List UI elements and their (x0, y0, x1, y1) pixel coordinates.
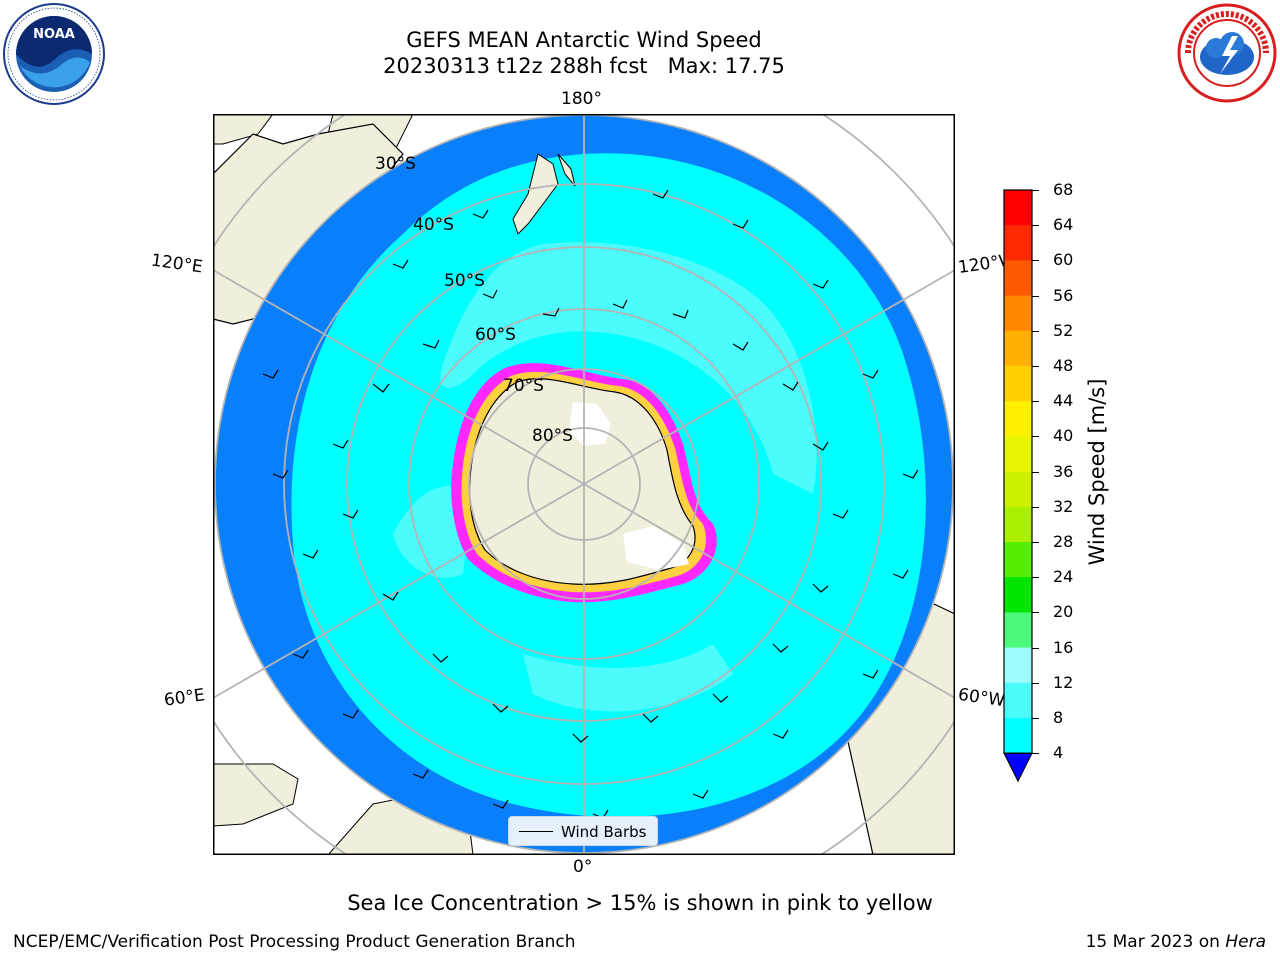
lon-label-0: 0° (573, 857, 593, 877)
lat-label-40: 40°S (413, 215, 454, 235)
colorbar-tick-label: 12 (1053, 672, 1074, 692)
footer-host: Hera (1225, 932, 1266, 952)
new-zealand-land (557, 153, 576, 187)
colorbar-tick (1032, 366, 1039, 367)
colorbar-band (1004, 647, 1032, 684)
colorbar-tick (1032, 330, 1039, 332)
nws-logo (1177, 3, 1277, 103)
madagascar-land (213, 763, 299, 827)
wind-band-12-16 (440, 242, 817, 494)
colorbar-tick-label: 32 (1053, 496, 1074, 516)
colorbar-tick (1032, 647, 1039, 649)
colorbar-tick (1032, 471, 1039, 473)
footer-branch: NCEP/EMC/Verification Post Processing Pr… (13, 932, 576, 952)
colorbar-tick (1032, 542, 1039, 543)
colorbar-title: Wind Speed [m/s] (1085, 378, 1109, 566)
colorbar-tick (1032, 612, 1039, 614)
colorbar-tick (1032, 225, 1039, 227)
colorbar-tick-label: 44 (1053, 391, 1074, 411)
map-title: GEFS MEAN Antarctic Wind Speed (406, 28, 762, 52)
colorbar-tick-label: 64 (1053, 215, 1074, 235)
colorbar-band (1004, 190, 1032, 226)
colorbar-band (1004, 718, 1032, 754)
colorbar-band (1004, 506, 1032, 543)
wind-barbs-legend: Wind Barbs (508, 816, 658, 846)
colorbar-tick-label: 24 (1053, 567, 1074, 587)
colorbar-tick-label: 40 (1053, 426, 1074, 446)
colorbar (1003, 189, 1033, 783)
meridian-60e-120w (213, 269, 955, 699)
weddell-ice-shelf (623, 526, 689, 570)
colorbar-band (1004, 436, 1032, 473)
lon-label-60e: 60°E (162, 685, 207, 711)
noaa-logo-text: NOAA (33, 27, 75, 42)
legend-label: Wind Barbs (561, 823, 647, 841)
colorbar-tick (1032, 190, 1039, 191)
footer-date: 15 Mar 2023 on Hera (1086, 932, 1266, 952)
colorbar-tick (1032, 436, 1039, 438)
map-frame (213, 114, 955, 855)
colorbar-band (1004, 401, 1032, 437)
lon-label-60w: 60°W (956, 684, 1007, 712)
colorbar-tick (1032, 401, 1039, 403)
colorbar-band (1004, 366, 1032, 402)
colorbar-tick-label: 56 (1053, 285, 1074, 305)
colorbar-tick-label: 60 (1053, 250, 1074, 270)
legend-line-icon (519, 831, 553, 832)
colorbar-band (1004, 471, 1032, 508)
colorbar-tick-label: 20 (1053, 602, 1074, 622)
lon-label-180: 180° (561, 89, 602, 109)
colorbar-tick-label: 16 (1053, 637, 1074, 657)
land-mass (213, 114, 274, 145)
colorbar-band (1004, 260, 1032, 297)
colorbar-band (1004, 295, 1032, 332)
colorbar-tick (1032, 577, 1039, 579)
colorbar-extend-triangle (1003, 752, 1033, 783)
sea-ice-note: Sea Ice Concentration > 15% is shown in … (347, 891, 933, 915)
lon-label-120e: 120°E (149, 250, 204, 278)
map-subtitle: 20230313 t12z 288h fcst Max: 17.75 (383, 54, 785, 78)
colorbar-tick-label: 28 (1053, 532, 1074, 551)
wind-barbs (262, 189, 919, 819)
lat-label-30: 30°S (375, 154, 416, 174)
colorbar-band (1004, 682, 1032, 719)
colorbar-tick (1032, 260, 1039, 262)
lat-label-50: 50°S (444, 271, 485, 291)
footer-date-text: 15 Mar 2023 on (1085, 932, 1226, 952)
lat-label-60: 60°S (475, 325, 516, 345)
colorbar-band (1004, 330, 1032, 367)
new-zealand-land (512, 153, 559, 235)
colorbar-tick-label: 48 (1053, 356, 1074, 375)
colorbar-tick (1032, 718, 1039, 719)
colorbar-tick-label: 8 (1053, 708, 1064, 727)
wind-band-12-16 (523, 644, 733, 712)
antarctic-map: 30°S 40°S 50°S 60°S 70°S 80°S (213, 114, 955, 855)
colorbar-tick (1032, 682, 1039, 684)
colorbar-tick-label: 4 (1053, 743, 1064, 763)
colorbar-tick (1032, 506, 1039, 508)
colorbar-band (1004, 577, 1032, 613)
ross-ice-shelf (569, 402, 611, 446)
noaa-logo: NOAA (3, 3, 105, 105)
lat-label-80: 80°S (532, 426, 573, 446)
colorbar-tick-label: 52 (1053, 320, 1074, 340)
lat-label-70: 70°S (503, 376, 544, 396)
colorbar-tick (1032, 753, 1039, 755)
colorbar-band (1004, 225, 1032, 261)
colorbar-band (1004, 542, 1032, 578)
colorbar-band (1004, 612, 1032, 649)
colorbar-tick-label: 36 (1053, 461, 1074, 481)
colorbar-tick (1032, 295, 1039, 297)
colorbar-tick-label: 68 (1053, 180, 1074, 199)
